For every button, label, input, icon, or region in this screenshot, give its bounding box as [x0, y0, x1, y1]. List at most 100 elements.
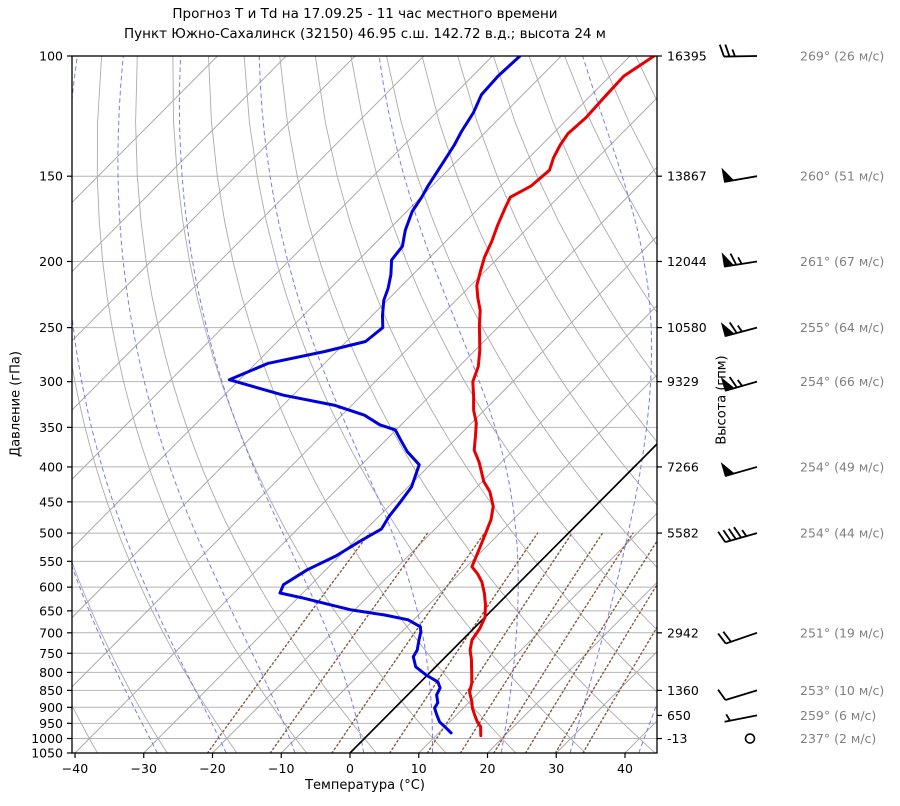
y-tick-label: 1050	[31, 746, 63, 761]
mixing-ratio-line	[426, 532, 573, 753]
dry-adiabat-line	[599, 56, 657, 177]
isotherm-line	[72, 56, 425, 411]
height-label: 12044	[667, 254, 707, 269]
moist-adiabat-line	[569, 56, 653, 753]
barb-full	[728, 376, 738, 388]
barb-pennant	[720, 376, 735, 392]
mixing-ratio-line	[554, 583, 657, 753]
barb-full	[717, 531, 727, 543]
dry-adiabat-line	[96, 56, 307, 753]
barb-pennant	[720, 462, 735, 477]
height-label: 5582	[667, 526, 699, 541]
y-tick-label: 700	[39, 625, 63, 640]
y-tick-label: 750	[39, 646, 63, 661]
mixing-ratio-line	[331, 532, 486, 753]
y-tick-label: 500	[39, 526, 63, 541]
height-label: 16395	[667, 49, 707, 64]
mixing-ratio-line	[389, 532, 539, 753]
y-tick-label: 550	[39, 554, 63, 569]
barb-half	[741, 529, 748, 537]
dry-adiabat-line	[528, 56, 657, 314]
y-tick-label: 100	[39, 49, 63, 64]
x-tick-label: −30	[131, 761, 157, 776]
mixing-ratio-line	[582, 625, 657, 753]
isotherm-line	[72, 56, 493, 480]
barb-full	[728, 321, 738, 334]
mixing-ratio-line	[524, 539, 657, 753]
y-tick-label: 200	[39, 254, 63, 269]
wind-barb	[721, 252, 758, 268]
barb-full	[722, 529, 732, 542]
dry-adiabat-line	[72, 560, 168, 753]
wind-barb	[744, 733, 756, 744]
isotherm-line	[143, 235, 657, 753]
height-label: 9329	[667, 374, 699, 389]
dewpoint-curve	[227, 56, 522, 735]
isotherm-line	[212, 304, 657, 753]
height-label: 13867	[667, 169, 707, 184]
dry-adiabat-line	[635, 56, 657, 103]
height-label: -13	[667, 731, 687, 746]
y-tick-label: 1000	[31, 731, 63, 746]
barb-half	[737, 379, 743, 387]
isotherm-line	[72, 97, 657, 688]
barb-pennant	[721, 167, 735, 183]
wind-label: 260° (51 м/с)	[800, 169, 884, 184]
barb-full	[722, 631, 732, 643]
temperature-curve	[468, 56, 656, 738]
barb-staff	[725, 631, 758, 645]
dry-adiabat-line	[350, 56, 657, 631]
isotherm-line	[72, 56, 562, 550]
x-tick-label: −40	[62, 761, 88, 776]
x-tick-label: −20	[199, 761, 225, 776]
chart-title-line1: Прогноз Т и Td на 17.09.25 - 11 час мест…	[172, 6, 558, 22]
height-label: 650	[667, 708, 691, 723]
zero-isotherm-line	[349, 442, 657, 753]
wind-barb	[720, 321, 758, 338]
mixing-ratio-line	[493, 532, 634, 753]
moist-adiabat-line	[117, 56, 296, 753]
isotherm-line	[280, 374, 657, 753]
x-axis-label: Температура (°C)	[305, 778, 425, 793]
wind-label: 254° (49 м/с)	[800, 459, 884, 474]
y-tick-label: 850	[39, 683, 63, 698]
x-tick-label: 0	[346, 761, 354, 776]
mixing-ratio-line	[269, 532, 429, 753]
barb-full	[718, 44, 725, 57]
wind-label: 251° (19 м/с)	[800, 625, 884, 640]
wind-barb	[717, 631, 758, 645]
height-label: 1360	[667, 683, 699, 698]
moist-adiabat-line	[378, 56, 519, 753]
dry-adiabat-line	[421, 56, 657, 506]
dry-adiabat-line	[457, 56, 657, 443]
wind-label: 255° (64 м/с)	[800, 320, 884, 335]
y-tick-label: 300	[39, 374, 63, 389]
barb-full	[733, 526, 742, 539]
wind-barb	[718, 44, 758, 58]
moist-adiabat-line	[638, 702, 657, 753]
y-tick-label: 900	[39, 700, 63, 715]
x-tick-label: 30	[548, 761, 564, 776]
wind-label: 259° (6 м/с)	[800, 708, 876, 723]
isotherm-line	[624, 720, 657, 753]
barb-full	[717, 689, 727, 701]
barb-half	[731, 49, 736, 57]
dry-adiabat-line	[72, 363, 238, 753]
barb-half	[737, 256, 743, 265]
x-tick-label: 40	[617, 761, 633, 776]
wind-label: 254° (66 м/с)	[800, 374, 884, 389]
wind-barb	[721, 167, 758, 183]
mixing-ratio-line	[459, 532, 604, 753]
isotherm-line	[72, 56, 287, 273]
isotherm-line	[74, 166, 657, 753]
y-tick-label: 450	[39, 494, 63, 509]
y-tick-label: 800	[39, 665, 63, 680]
wind-label: 253° (10 м/с)	[800, 683, 884, 698]
chart-title-line2: Пункт Южно-Сахалинск (32150) 46.95 с.ш. …	[123, 26, 606, 42]
barb-staff	[725, 689, 758, 701]
height-label: 10580	[667, 320, 707, 335]
plot-frame	[71, 55, 658, 754]
dry-adiabat-line	[172, 56, 447, 753]
height-label: 7266	[667, 459, 699, 474]
